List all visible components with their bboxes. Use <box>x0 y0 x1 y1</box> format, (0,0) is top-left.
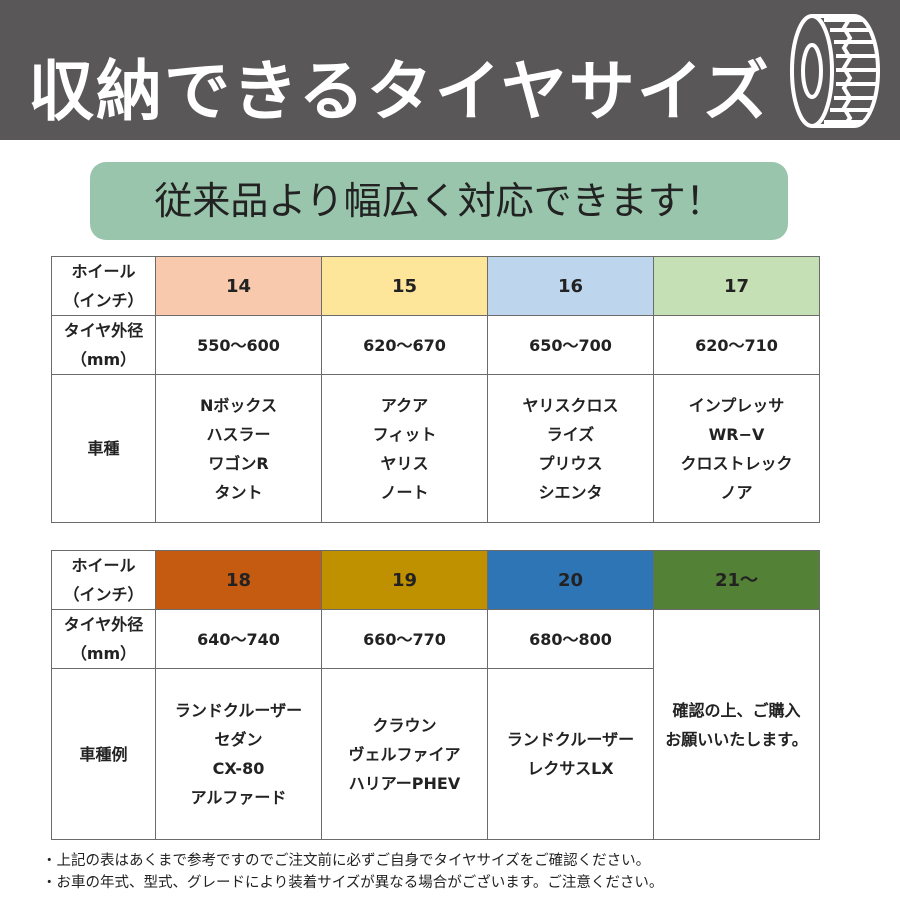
table-row: 車種例 ランドクルーザー セダン CX-80 アルファード クラウン ヴェルファイア ハリ… <box>51 668 820 840</box>
diameter-cell: 620〜670 <box>321 315 488 375</box>
footnotes: ・上記の表はあくまで参考ですのでご注文前に必ずご自身でタイヤサイズをご確認くださ… <box>42 850 663 894</box>
row-label-wheel: ホイール （インチ） <box>51 256 156 316</box>
row-label-models: 車種 <box>51 374 156 523</box>
diameter-cell: 680〜800 <box>487 609 654 669</box>
row-label-wheel: ホイール （インチ） <box>51 550 156 610</box>
table-row: タイヤ外径 （mm） 550〜600 620〜670 650〜700 620〜71… <box>51 315 820 375</box>
size-cell: 21〜 <box>653 550 820 610</box>
confirm-note-cell: 確認の上、ご購入 お願いいたします。 <box>653 609 820 840</box>
models-cell: クラウン ヴェルファイア ハリアーPHEV <box>321 668 488 840</box>
table-row: タイヤ外径 （mm） 640〜740 660〜770 680〜800 確認の上、ご… <box>51 609 820 840</box>
size-cell: 18 <box>155 550 322 610</box>
diameter-cell: 620〜710 <box>653 315 820 375</box>
size-cell: 20 <box>487 550 654 610</box>
size-table-1: ホイール （インチ） 14 15 16 17 タイヤ外径 （mm） 550〜600 … <box>51 256 820 523</box>
diameter-cell: 640〜740 <box>155 609 322 669</box>
header-bar: 収納できるタイヤサイズ <box>0 0 900 140</box>
diameter-cell: 650〜700 <box>487 315 654 375</box>
models-cell: ヤリスクロス ライズ プリウス シエンタ <box>487 374 654 523</box>
diameter-cell: 550〜600 <box>155 315 322 375</box>
row-label-diameter: タイヤ外径 （mm） <box>51 609 156 669</box>
size-cell: 15 <box>321 256 488 316</box>
size-cell: 19 <box>321 550 488 610</box>
size-cell: 17 <box>653 256 820 316</box>
page-title: 収納できるタイヤサイズ <box>28 53 771 130</box>
size-cell: 14 <box>155 256 322 316</box>
tire-icon <box>790 14 881 128</box>
row-label-diameter: タイヤ外径 （mm） <box>51 315 156 375</box>
models-cell: Nボックス ハスラー ワゴンR タント <box>155 374 322 523</box>
table-row: 車種 Nボックス ハスラー ワゴンR タント アクア フィット ヤリス ノート ヤリスクロス… <box>51 374 820 523</box>
models-cell: ランドクルーザー レクサスLX <box>487 668 654 840</box>
row-label-models: 車種例 <box>51 668 156 840</box>
footnote: ・上記の表はあくまで参考ですのでご注文前に必ずご自身でタイヤサイズをご確認くださ… <box>42 853 651 869</box>
table-row: ホイール （インチ） 18 19 20 21〜 <box>51 550 820 610</box>
diameter-cell: 660〜770 <box>321 609 488 669</box>
models-cell: アクア フィット ヤリス ノート <box>321 374 488 523</box>
footnote: ・お車の年式、型式、グレードにより装着サイズが異なる場合がございます。ご注意くだ… <box>42 875 664 891</box>
highlight-banner: 従来品より幅広く対応できます！ <box>90 162 788 240</box>
models-cell: インプレッサ WR−V クロストレック ノア <box>653 374 820 523</box>
table-row: ホイール （インチ） 14 15 16 17 <box>51 256 820 316</box>
size-table-2: ホイール （インチ） 18 19 20 21〜 タイヤ外径 （mm） 640〜740… <box>51 550 820 840</box>
models-cell: ランドクルーザー セダン CX-80 アルファード <box>155 668 322 840</box>
size-cell: 16 <box>487 256 654 316</box>
banner-text: 従来品より幅広く対応できます！ <box>154 179 724 223</box>
